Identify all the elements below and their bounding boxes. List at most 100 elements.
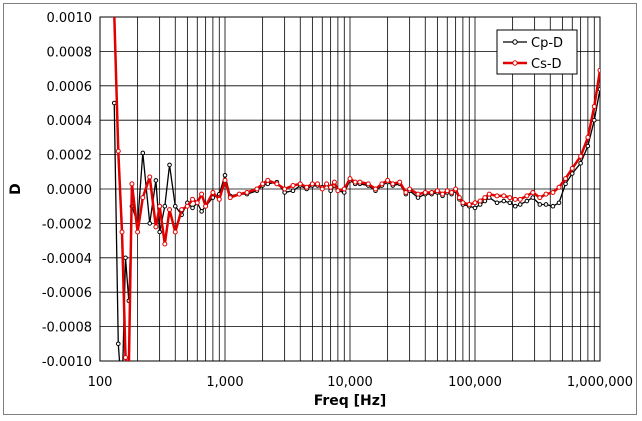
data-point	[304, 184, 310, 190]
data-point	[274, 181, 280, 187]
legend-label: Cp-D	[531, 36, 563, 51]
data-point	[357, 179, 363, 185]
data-point	[172, 203, 178, 209]
data-point	[297, 181, 303, 187]
data-point	[199, 209, 204, 214]
data-point	[290, 188, 296, 194]
data-point	[530, 189, 536, 195]
data-point	[328, 184, 334, 190]
legend-item: Cs-D	[503, 57, 562, 72]
data-point	[578, 160, 583, 166]
y-axis-title: D	[8, 183, 24, 195]
data-point	[453, 186, 459, 192]
data-point	[449, 189, 455, 195]
data-point	[331, 179, 337, 185]
data-point	[140, 150, 146, 156]
x-tick-label: 1,000,000	[567, 375, 633, 390]
x-tick-label: 10,000	[327, 375, 373, 390]
data-point	[315, 181, 321, 187]
data-point	[153, 178, 159, 183]
y-tick-label: 0.0004	[47, 114, 93, 129]
data-point	[429, 189, 435, 195]
data-point	[190, 205, 195, 211]
data-point	[385, 177, 391, 183]
data-point	[216, 196, 222, 202]
data-point	[335, 188, 341, 194]
data-point	[556, 184, 562, 190]
legend-label: Cs-D	[531, 57, 562, 72]
data-point	[512, 196, 518, 202]
y-tick-label: 0.0010	[47, 11, 93, 26]
data-point	[199, 191, 205, 197]
data-point	[585, 143, 591, 149]
data-point	[440, 191, 446, 197]
data-point	[147, 221, 153, 226]
data-point	[563, 181, 568, 187]
data-point	[167, 162, 172, 168]
x-tick-label: 100,000	[448, 375, 502, 390]
data-point	[129, 181, 135, 187]
data-point	[415, 191, 421, 197]
data-point	[179, 207, 185, 213]
data-point	[162, 241, 168, 247]
data-point	[373, 186, 379, 192]
data-point	[167, 207, 173, 213]
data-point	[157, 229, 162, 235]
x-tick-label: 1,000	[206, 375, 243, 390]
data-point	[556, 200, 562, 206]
y-tick-label: 0.0000	[47, 183, 93, 198]
data-point	[319, 186, 325, 192]
legend: Cp-D Cs-D	[496, 29, 578, 75]
data-point	[210, 189, 216, 195]
x-axis-title: Freq [Hz]	[314, 393, 387, 409]
data-point	[578, 153, 584, 159]
data-point	[585, 134, 591, 140]
y-tick-label: -0.0006	[42, 286, 92, 301]
data-point	[422, 189, 428, 195]
x-axis-ticks: 100 1,000 10,000 100,000 1,000,000	[88, 375, 634, 390]
data-point	[324, 181, 330, 187]
data-point	[507, 195, 513, 201]
data-point	[517, 202, 523, 207]
x-tick-label: 100	[88, 375, 113, 390]
data-point	[494, 200, 500, 206]
y-tick-label: -0.0008	[42, 321, 92, 336]
data-point	[543, 202, 549, 207]
data-point	[112, 12, 116, 16]
plot-area	[99, 16, 601, 362]
data-point	[591, 103, 597, 109]
data-point	[123, 355, 129, 361]
data-point	[407, 186, 413, 192]
data-point	[460, 200, 466, 206]
data-point	[172, 229, 178, 235]
data-point	[456, 195, 462, 201]
data-point	[290, 183, 296, 189]
data-point	[403, 189, 409, 195]
legend-item: Cp-D	[503, 36, 563, 51]
legend-marker	[512, 39, 518, 45]
data-point	[494, 193, 500, 199]
data-point	[347, 176, 353, 182]
chart-frame	[3, 3, 637, 415]
data-point	[190, 196, 196, 202]
series-layer	[111, 12, 600, 361]
data-point	[472, 200, 478, 206]
data-point	[184, 203, 190, 209]
y-tick-label: -0.0010	[42, 355, 92, 370]
data-point	[153, 224, 159, 230]
data-point	[244, 189, 250, 195]
data-point	[265, 177, 271, 183]
data-point	[397, 179, 403, 185]
data-point	[147, 174, 153, 180]
y-tick-label: -0.0002	[42, 217, 92, 232]
data-point	[115, 341, 121, 347]
data-point	[115, 148, 121, 154]
data-point	[550, 203, 556, 209]
data-point	[512, 203, 518, 209]
data-point	[537, 202, 543, 207]
data-point	[444, 188, 450, 194]
y-tick-label: 0.0006	[47, 80, 93, 95]
data-point	[569, 165, 575, 171]
data-point	[569, 171, 575, 176]
